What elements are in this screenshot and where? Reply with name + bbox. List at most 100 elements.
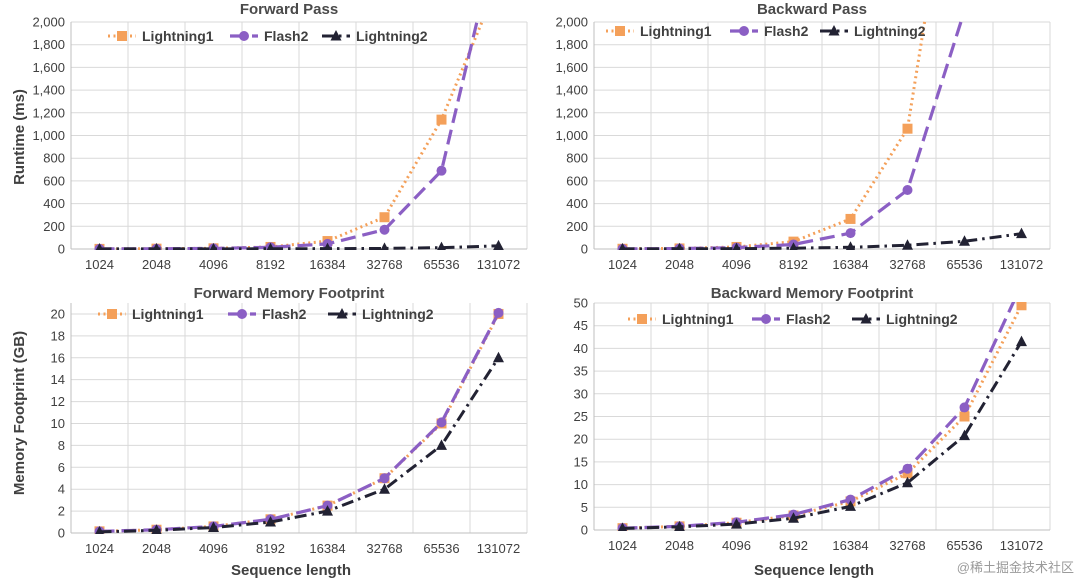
legend-item-lightning1: Lightning1 — [98, 306, 204, 322]
series-line-lightning2 — [99, 244, 499, 250]
legend-label: Flash2 — [264, 28, 309, 44]
y-tick-label: 50 — [574, 296, 588, 311]
x-tick-label: 16384 — [309, 257, 345, 272]
legend-label: Flash2 — [764, 23, 809, 39]
y-tick-label: 400 — [43, 196, 65, 211]
x-tick-label: 4096 — [722, 538, 751, 553]
x-axis-label: Sequence length — [754, 562, 874, 579]
data-point-lightning2 — [845, 241, 856, 250]
x-tick-label: 16384 — [832, 257, 868, 272]
legend-item-lightning2: Lightning2 — [322, 28, 428, 44]
data-point-lightning2 — [437, 241, 446, 250]
data-point-lightning2 — [322, 505, 333, 516]
x-tick-label: 131072 — [477, 541, 520, 556]
legend-marker — [117, 31, 127, 41]
x-tick-label: 131072 — [477, 257, 520, 272]
y-tick-label: 2,000 — [32, 15, 65, 30]
data-point-lightning2 — [902, 239, 913, 250]
y-tick-label: 8 — [58, 438, 65, 453]
legend-marker — [739, 26, 749, 36]
data-point-lightning1 — [902, 123, 913, 134]
x-tick-label: 32768 — [889, 257, 925, 272]
legend-marker — [860, 313, 872, 324]
data-point-lightning2 — [845, 500, 856, 511]
data-point-lightning1 — [959, 411, 970, 422]
legend-item-flash2: Flash2 — [228, 306, 307, 322]
data-point-flash2 — [959, 402, 970, 413]
y-tick-label: 10 — [51, 416, 65, 431]
data-point-flash2 — [845, 494, 856, 505]
data-point-lightning2 — [209, 242, 218, 250]
x-tick-label: 65536 — [423, 541, 459, 556]
x-tick-label: 2048 — [142, 257, 171, 272]
y-tick-label: 800 — [566, 151, 588, 166]
y-tick-label: 10 — [574, 477, 588, 492]
legend-label: Lightning1 — [640, 23, 712, 39]
y-tick-label: 25 — [574, 409, 588, 424]
legend-marker — [330, 30, 342, 41]
legend-label: Flash2 — [262, 306, 307, 322]
y-axis-label: Runtime (ms) — [11, 89, 28, 185]
series-lightning2 — [618, 335, 1027, 531]
x-tick-label: 16384 — [309, 541, 345, 556]
data-point-lightning2 — [618, 242, 627, 250]
legend-marker — [239, 31, 249, 41]
y-tick-label: 0 — [58, 242, 65, 257]
x-tick-label: 2048 — [665, 538, 694, 553]
legend-item-lightning1: Lightning1 — [606, 23, 712, 39]
y-tick-label: 35 — [574, 364, 588, 379]
y-tick-label: 14 — [51, 372, 65, 387]
y-axis-label: Memory Footprint (GB) — [11, 331, 28, 495]
data-point-flash2 — [379, 473, 390, 484]
legend-label: Lightning2 — [356, 28, 428, 44]
legend-item-flash2: Flash2 — [752, 311, 831, 327]
y-tick-label: 30 — [574, 386, 588, 401]
chart-forward-pass: 0 200 400 600 800 1,000 1,200 1,400 1,600 1,800 2,… — [11, 1, 528, 272]
legend-item-lightning1: Lightning1 — [108, 28, 214, 44]
x-tick-label: 2048 — [142, 541, 171, 556]
legend-marker — [761, 314, 771, 324]
x-tick-label: 32768 — [366, 257, 402, 272]
x-axis-label: Sequence length — [231, 562, 351, 579]
y-tick-label: 2,000 — [555, 15, 588, 30]
legend-label: Lightning1 — [132, 306, 204, 322]
legend-item-lightning2: Lightning2 — [328, 306, 434, 322]
chart-title: Forward Pass — [240, 1, 338, 18]
data-point-lightning2 — [902, 476, 913, 488]
data-point-lightning1 — [379, 212, 390, 223]
legend-label: Lightning2 — [854, 23, 926, 39]
data-point-lightning1 — [845, 213, 856, 224]
x-tick-label: 32768 — [366, 541, 402, 556]
data-point-flash2 — [379, 224, 390, 235]
chart-forward-memory: 0 2 4 6 8 10 12 14 16 18 20 1024 2048 4096 8192 16384 32… — [11, 285, 528, 579]
x-tick-label: 131072 — [1000, 257, 1043, 272]
y-tick-label: 200 — [43, 219, 65, 234]
series-lightning2 — [95, 351, 504, 534]
chart-backward-pass: 0 200 400 600 800 1,000 1,200 1,400 1,600 1,800 2,… — [555, 1, 1051, 272]
data-point-lightning2 — [789, 242, 798, 250]
watermark: @稀土掘金技术社区 — [957, 560, 1074, 575]
x-tick-label: 8192 — [256, 257, 285, 272]
series-lightning2 — [95, 239, 504, 250]
series-line-lightning2 — [622, 232, 1022, 250]
y-tick-label: 0 — [581, 523, 588, 538]
y-tick-label: 1,000 — [32, 128, 65, 143]
legend-marker — [336, 308, 348, 319]
legend-item-lightning2: Lightning2 — [852, 311, 958, 327]
data-point-lightning2 — [208, 521, 219, 533]
data-point-lightning2 — [959, 429, 970, 441]
data-point-lightning2 — [493, 239, 504, 250]
x-tick-label: 1024 — [85, 541, 114, 556]
data-point-lightning2 — [95, 242, 104, 250]
chart-title: Backward Memory Footprint — [711, 285, 914, 302]
y-tick-label: 16 — [51, 350, 65, 365]
y-tick-label: 1,400 — [555, 83, 588, 98]
legend-item-lightning1: Lightning1 — [628, 311, 734, 327]
legend-item-lightning2: Lightning2 — [820, 23, 926, 39]
data-point-lightning2 — [675, 242, 684, 250]
x-tick-label: 8192 — [779, 257, 808, 272]
chart-title: Backward Pass — [757, 1, 867, 18]
x-tick-label: 1024 — [608, 538, 637, 553]
y-tick-label: 45 — [574, 318, 588, 333]
